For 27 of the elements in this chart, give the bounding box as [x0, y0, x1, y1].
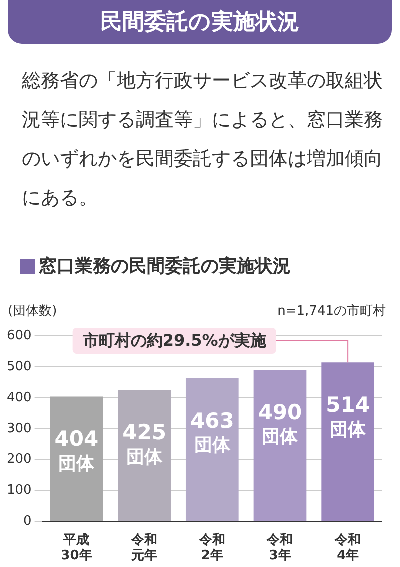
bar — [322, 362, 375, 522]
y-tick-label: 300 — [6, 421, 32, 436]
bar — [118, 390, 171, 522]
data-label: 404 団体 — [54, 427, 99, 474]
x-tick-label: 平成30年 — [61, 532, 92, 564]
x-tick-label: 令和4年 — [334, 532, 362, 564]
y-tick-label: 400 — [6, 390, 32, 406]
bar — [186, 378, 239, 522]
text: n=1,741の市町村 — [278, 303, 386, 320]
y-tick-label: 0 — [24, 514, 32, 530]
text: 総務省の「地方行政サービス改革の取組状況等に関する調査等」によると、窓口業務のいずれかを民間委託する団体は増加傾向にある。 — [22, 69, 384, 211]
y-tick-label: 100 — [6, 483, 32, 498]
y-axis-title: (団体数) — [8, 303, 58, 320]
data-label: 514 団体 — [326, 393, 370, 440]
data-label: 490 団体 — [258, 400, 302, 448]
y-tick-label: 600 — [6, 328, 32, 344]
x-tick-label: 令和2年 — [198, 532, 226, 564]
bar — [254, 370, 307, 522]
annotation: 市町村の約29.5%が実施 — [82, 331, 268, 350]
chart-title: 民間委託の実施状況 — [8, 0, 392, 44]
chart-subtitle: 窓口業務の民間委託の実施状況 — [39, 255, 291, 278]
data-label: 425 団体 — [122, 420, 166, 468]
x-tick-label: 令和3年 — [266, 532, 294, 564]
data-label: 463 団体 — [190, 408, 234, 456]
y-tick-label: 500 — [6, 359, 32, 374]
y-tick-label: 200 — [6, 452, 32, 468]
x-tick-label: 令和元年 — [130, 532, 158, 564]
